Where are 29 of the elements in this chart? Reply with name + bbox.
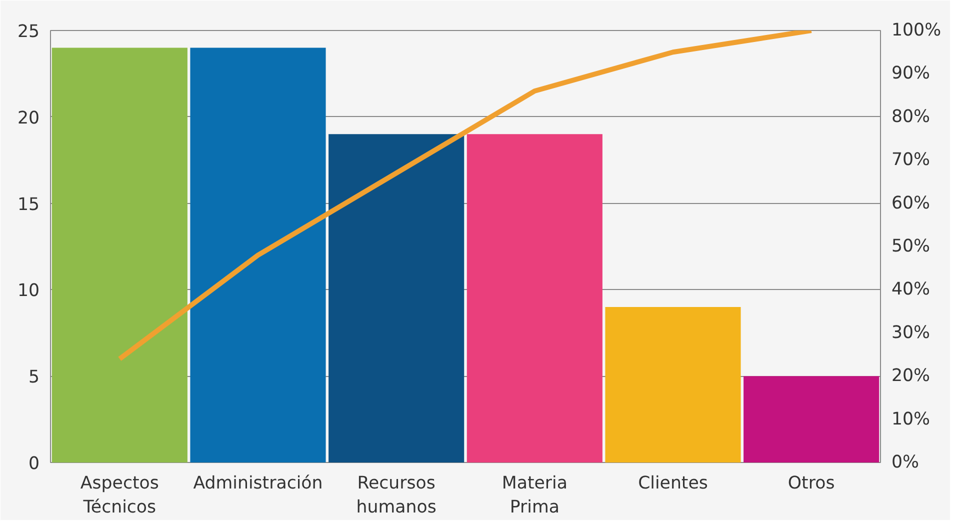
y-tick-label: 15 — [17, 194, 40, 215]
bar — [328, 134, 464, 462]
y2-tick-label: 90% — [892, 64, 930, 84]
x-tick-label: Materia Prima — [502, 474, 568, 518]
bar — [466, 134, 602, 462]
y-tick-label: 20 — [17, 108, 40, 128]
y2-tick-label: 80% — [892, 106, 930, 127]
bar — [605, 306, 741, 462]
y2-tick-label: 20% — [892, 366, 930, 386]
y2-tick-label: 50% — [892, 236, 930, 256]
y-tick-label: 0 — [28, 454, 40, 474]
y2-tick-label: 10% — [892, 409, 930, 430]
y2-tick-label: 70% — [892, 150, 930, 170]
y2-tick-label: 30% — [892, 322, 930, 343]
x-tick-label: Otros — [788, 474, 835, 494]
x-tick-label: Aspectos Técnicos — [80, 474, 159, 518]
bar — [190, 48, 326, 462]
y-tick-label: 5 — [28, 368, 40, 388]
y-tick-label: 10 — [17, 281, 40, 302]
x-tick-label: Clientes — [638, 474, 708, 494]
bar — [744, 376, 880, 462]
y2-tick-label: 0% — [892, 452, 919, 472]
y-tick-label: 25 — [17, 22, 40, 42]
y2-tick-label: 100% — [892, 20, 942, 40]
bar — [52, 48, 188, 462]
y2-tick-label: 40% — [892, 280, 930, 300]
x-tick-label: Administración — [193, 474, 323, 494]
y2-tick-label: 60% — [892, 193, 930, 214]
x-tick-label: Recursos humanos — [356, 474, 436, 518]
